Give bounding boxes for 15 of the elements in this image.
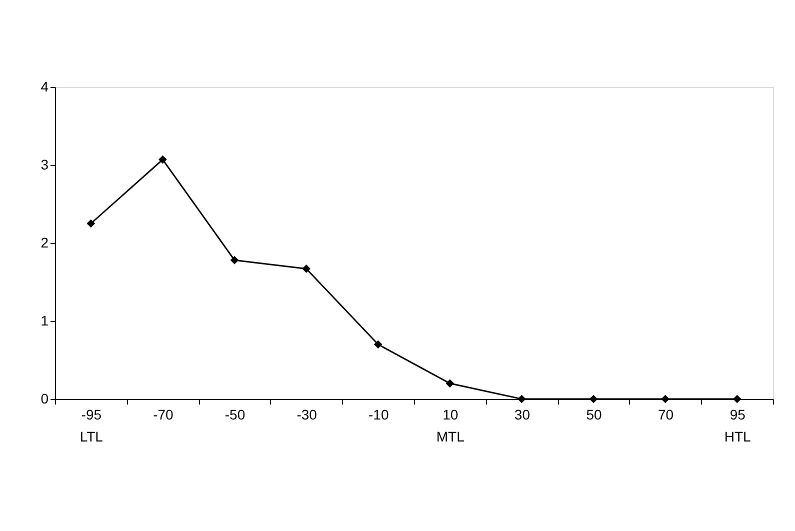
- y-tick-label: 2: [40, 234, 49, 250]
- y-tick-label: 4: [40, 78, 49, 94]
- x-tick-label: -50: [224, 406, 246, 422]
- x-tick-label: 10 MTL: [436, 406, 465, 444]
- x-tick-label: 95 HTL: [724, 406, 752, 444]
- x-tick-label: -30: [296, 406, 318, 422]
- x-tick-label: -10: [368, 406, 389, 422]
- x-tick-label: 30: [514, 406, 530, 422]
- y-tick-label: 1: [40, 312, 49, 328]
- x-tick-label: -70: [153, 406, 174, 422]
- x-tick-label: -95 LTL: [80, 406, 104, 444]
- x-tick-label: 50: [586, 406, 602, 422]
- y-tick-label: 3: [40, 156, 49, 172]
- y-tick-label: 0: [40, 390, 49, 406]
- x-tick-label: 70: [658, 406, 674, 422]
